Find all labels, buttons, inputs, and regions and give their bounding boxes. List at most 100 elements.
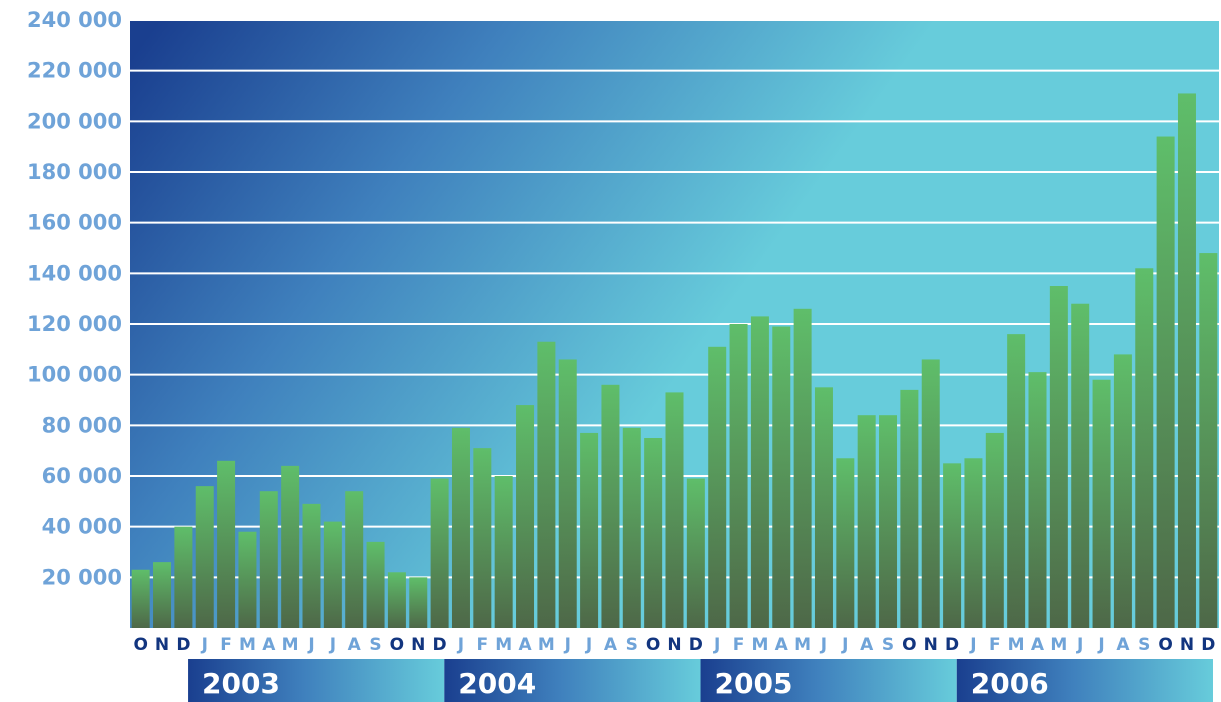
bar	[345, 491, 364, 628]
year-label: 2005	[715, 667, 793, 700]
year-band	[956, 659, 1213, 702]
bar	[516, 405, 535, 628]
x-tick-label: O	[390, 635, 404, 655]
x-tick-label: M	[538, 635, 555, 655]
bar	[1156, 136, 1175, 629]
bars	[131, 93, 1218, 629]
x-tick-label: M	[1050, 635, 1067, 655]
x-tick-label: A	[775, 635, 789, 655]
x-tick-label: D	[1201, 635, 1215, 655]
x-tick-label: M	[794, 635, 811, 655]
y-tick-label: 140 000	[27, 261, 122, 285]
y-tick-label: 240 000	[27, 8, 122, 32]
bar	[131, 569, 150, 628]
x-tick-label: M	[751, 635, 768, 655]
bar	[580, 432, 599, 628]
bar	[473, 448, 492, 628]
x-tick-label: J	[820, 635, 827, 655]
bar	[1071, 303, 1090, 628]
bar	[622, 427, 641, 628]
bar	[772, 326, 791, 628]
bar	[900, 389, 919, 628]
bar	[729, 324, 748, 628]
x-tick-label: N	[924, 635, 938, 655]
y-axis: 20 000 40 000 60 000 80 000 100 000 120 000 14…	[27, 8, 122, 589]
bar	[1092, 379, 1111, 628]
bar	[451, 427, 470, 628]
x-tick-label: S	[1138, 635, 1150, 655]
year-label: 2004	[458, 667, 536, 700]
bar	[1199, 253, 1218, 629]
y-tick-label: 220 000	[27, 59, 122, 83]
x-tick-label: A	[1031, 635, 1045, 655]
x-tick-label: J	[307, 635, 314, 655]
x-tick-label: O	[1158, 635, 1172, 655]
x-tick-label: N	[155, 635, 169, 655]
bar	[644, 438, 663, 628]
bar	[537, 341, 556, 628]
x-tick-label: M	[282, 635, 299, 655]
bar	[1007, 334, 1026, 628]
x-tick-label: N	[411, 635, 425, 655]
x-tick-label: A	[348, 635, 362, 655]
x-tick-label: A	[262, 635, 276, 655]
bar	[857, 415, 876, 628]
bar	[750, 316, 769, 628]
bar	[259, 491, 278, 628]
x-tick-label: J	[841, 635, 848, 655]
x-tick-label: O	[902, 635, 916, 655]
x-tick-label: J	[457, 635, 464, 655]
x-tick-label: J	[585, 635, 592, 655]
y-tick-label: 80 000	[42, 413, 122, 437]
bar	[879, 415, 898, 628]
bar	[494, 476, 513, 628]
x-tick-label: D	[176, 635, 190, 655]
y-tick-label: 60 000	[42, 464, 122, 488]
x-tick-label: F	[220, 635, 232, 655]
x-tick-label: A	[518, 635, 532, 655]
x-tick-label: F	[989, 635, 1001, 655]
bar	[921, 359, 940, 628]
bar	[836, 458, 855, 628]
bar	[985, 432, 1004, 628]
x-tick-label: J	[329, 635, 336, 655]
bar	[174, 526, 193, 628]
bar	[409, 577, 428, 628]
year-band	[188, 659, 445, 702]
year-label: 2006	[971, 667, 1049, 700]
bar	[430, 478, 449, 628]
x-tick-label: S	[882, 635, 894, 655]
x-tick-label: J	[1076, 635, 1083, 655]
bar	[366, 541, 385, 628]
x-tick-label: S	[369, 635, 381, 655]
x-tick-label: J	[201, 635, 208, 655]
y-tick-label: 200 000	[27, 109, 122, 133]
bar	[387, 572, 406, 628]
bar	[1049, 286, 1068, 628]
x-tick-label: S	[626, 635, 638, 655]
x-tick-label: J	[1097, 635, 1104, 655]
x-tick-label: F	[733, 635, 745, 655]
x-tick-label: M	[239, 635, 256, 655]
x-tick-label: M	[1008, 635, 1025, 655]
y-tick-label: 20 000	[42, 565, 122, 589]
bar	[323, 521, 342, 628]
year-band	[444, 659, 701, 702]
bar	[153, 562, 172, 628]
bar	[793, 308, 812, 628]
y-tick-label: 120 000	[27, 312, 122, 336]
y-tick-label: 160 000	[27, 211, 122, 235]
x-tick-label: F	[477, 635, 489, 655]
bar	[708, 346, 727, 628]
bar	[964, 458, 983, 628]
bar	[217, 460, 236, 628]
bar	[238, 531, 257, 628]
bar	[1135, 268, 1154, 628]
x-tick-label: O	[133, 635, 147, 655]
bar	[665, 392, 684, 628]
bar	[686, 478, 705, 628]
x-tick-label: O	[646, 635, 660, 655]
x-tick-label: J	[969, 635, 976, 655]
